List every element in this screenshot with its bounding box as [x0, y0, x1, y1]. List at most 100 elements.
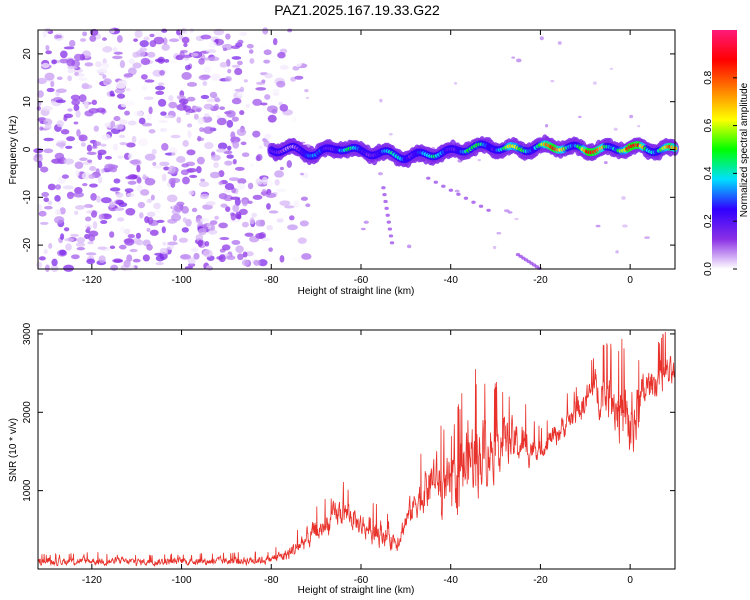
spectrogram-noise-blob	[59, 249, 67, 256]
spectrogram-noise-blob	[128, 58, 135, 64]
spectrogram-noise-blob	[38, 256, 46, 261]
spectrogram-streak-blob	[441, 184, 446, 188]
spectrogram-noise-blob	[37, 204, 43, 212]
spectrogram-noise-blob	[286, 97, 293, 104]
spectrogram-noise-blob	[131, 135, 137, 143]
spectrogram-noise-blob	[151, 148, 157, 155]
spectrogram-noise-blob	[119, 142, 128, 146]
spectrogram-noise-blob	[271, 109, 278, 114]
spectrogram-noise-blob	[206, 49, 217, 54]
snr-background	[38, 330, 675, 569]
spectrogram-noise-blob	[89, 183, 98, 188]
x-tick-label: -100	[172, 275, 192, 286]
spectrogram-streak-blob	[381, 186, 386, 190]
spectrogram-noise-blob	[110, 120, 116, 128]
spectrogram-noise-blob	[146, 198, 153, 204]
spectrogram-noise-blob	[264, 94, 271, 100]
spectrogram-noise-blob	[117, 155, 124, 159]
spectrogram-noise-blob	[76, 129, 81, 137]
spectrogram-noise-blob	[214, 215, 219, 220]
spectrogram-noise-blob	[67, 192, 75, 197]
spectrogram-noise-blob	[241, 152, 250, 158]
spectrogram-noise-blob	[231, 97, 242, 105]
spectrogram-noise-blob	[477, 158, 481, 162]
spectrogram-noise-blob	[514, 217, 519, 221]
spectrogram-noise-blob	[195, 234, 204, 242]
spectrogram-noise-blob	[226, 255, 236, 261]
spectrogram-noise-blob	[406, 244, 412, 249]
spectrogram-noise-blob	[124, 110, 130, 116]
spectrogram-noise-blob	[261, 176, 268, 185]
snr-x-label: Height of straight line (km)	[298, 585, 415, 596]
spectrogram-noise-blob	[232, 204, 240, 213]
y-tick-label: 2000	[22, 401, 33, 424]
spectrogram-noise-blob	[113, 51, 123, 55]
spectrogram-noise-blob	[168, 38, 180, 43]
spectrogram-noise-blob	[63, 264, 75, 272]
spectrogram-noise-blob	[200, 34, 212, 40]
spectrogram-noise-blob	[101, 37, 107, 41]
spectrogram-noise-blob	[279, 200, 291, 207]
spectrogram-noise-blob	[39, 126, 44, 131]
spectrogram-noise-blob	[244, 232, 254, 237]
spectrogram-noise-blob	[146, 211, 156, 217]
spectrogram-noise-blob	[59, 58, 69, 64]
spectrogram-noise-blob	[84, 216, 92, 222]
spectrogram-noise-blob	[187, 257, 196, 265]
spectrogram-noise-blob	[181, 163, 189, 168]
spectrogram-noise-blob	[62, 185, 74, 190]
spectrogram-noise-blob	[90, 210, 98, 218]
spectrogram-noise-blob	[550, 79, 555, 83]
x-tick-label: -40	[443, 275, 458, 286]
spectrogram-noise-blob	[142, 254, 150, 262]
spectrogram-noise-blob	[176, 95, 186, 100]
spectrogram-noise-blob	[149, 33, 155, 38]
spectrogram-noise-blob	[152, 31, 163, 38]
spectrogram-noise-blob	[292, 116, 297, 123]
spectrogram-noise-blob	[219, 61, 228, 68]
spectrogram-noise-blob	[55, 142, 66, 147]
spectrogram-noise-blob	[197, 240, 204, 246]
spectrogram-noise-blob	[255, 219, 265, 227]
spectrogram-noise-blob	[297, 237, 307, 244]
snr-panel: -120 -100 -80 -60 -40 -20 0 1000 2000 3000 Heigh…	[8, 322, 676, 596]
spectrogram-noise-blob	[98, 214, 105, 220]
spectrogram-noise-blob	[161, 173, 167, 182]
spectrogram-noise-blob	[123, 259, 131, 268]
spectrogram-noise-blob	[191, 207, 198, 213]
spectrogram-noise-blob	[263, 59, 271, 64]
spectrogram-noise-blob	[388, 132, 393, 136]
spectrogram-noise-blob	[255, 87, 267, 91]
x-tick-label: -40	[443, 575, 458, 586]
spectrogram-noise-blob	[78, 77, 88, 82]
spectrogram-noise-blob	[186, 82, 198, 87]
y-tick-label: 0	[22, 146, 33, 152]
spectrogram-noise-blob	[286, 160, 292, 168]
spectrogram-noise-blob	[224, 183, 235, 191]
spectrogram-noise-blob	[211, 154, 221, 161]
spectrogram-noise-blob	[133, 110, 144, 117]
spectrogram-noise-blob	[193, 113, 199, 120]
spectrogram-noise-blob	[105, 83, 111, 92]
spectrogram-noise-blob	[97, 175, 103, 184]
spectrogram-streak-blob	[456, 192, 461, 196]
spectrogram-x-label: Height of straight line (km)	[298, 286, 415, 297]
spectrogram-noise-blob	[305, 203, 311, 208]
spectrogram-noise-blob	[237, 60, 243, 66]
spectrogram-noise-blob	[276, 218, 284, 223]
spectrogram-noise-blob	[294, 59, 303, 68]
spectrogram-noise-blob	[193, 252, 200, 260]
spectrogram-noise-blob	[218, 222, 228, 229]
spectrogram-streak-blob	[486, 208, 491, 212]
spectrogram-noise-blob	[305, 96, 309, 100]
spectrogram-noise-blob	[144, 79, 155, 83]
spectrogram-noise-blob	[196, 156, 205, 165]
spectrogram-noise-blob	[294, 75, 304, 80]
spectrogram-noise-blob	[239, 110, 245, 116]
spectrogram-noise-blob	[132, 258, 141, 263]
spectrogram-noise-blob	[176, 116, 182, 124]
spectrogram-noise-blob	[150, 194, 155, 201]
snr-series-line	[37, 331, 676, 567]
spectrogram-noise-blob	[287, 224, 298, 231]
spectrogram-noise-blob	[261, 79, 266, 83]
